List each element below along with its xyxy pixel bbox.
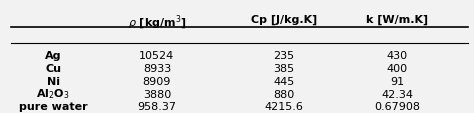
Text: 430: 430 [387, 51, 408, 60]
Text: 91: 91 [390, 76, 404, 86]
Text: 958.37: 958.37 [137, 101, 176, 111]
Text: 445: 445 [273, 76, 295, 86]
Text: 3880: 3880 [143, 89, 171, 99]
Text: 8933: 8933 [143, 63, 171, 73]
Text: Ag: Ag [45, 51, 62, 60]
Text: 0.67908: 0.67908 [374, 101, 420, 111]
Text: Cu: Cu [45, 63, 61, 73]
Text: Ni: Ni [47, 76, 60, 86]
Text: Cp [J/kg.K]: Cp [J/kg.K] [251, 14, 317, 24]
Text: 42.34: 42.34 [381, 89, 413, 99]
Text: Al$_2$O$_3$: Al$_2$O$_3$ [36, 87, 70, 101]
Text: 880: 880 [273, 89, 295, 99]
Text: 385: 385 [273, 63, 295, 73]
Text: 235: 235 [273, 51, 295, 60]
Text: k [W/m.K]: k [W/m.K] [366, 14, 428, 24]
Text: 4215.6: 4215.6 [264, 101, 303, 111]
Text: $\rho$ [kg/m$^3$]: $\rho$ [kg/m$^3$] [128, 14, 186, 32]
Text: 10524: 10524 [139, 51, 174, 60]
Text: 400: 400 [387, 63, 408, 73]
Text: 8909: 8909 [143, 76, 171, 86]
Text: pure water: pure water [19, 101, 88, 111]
